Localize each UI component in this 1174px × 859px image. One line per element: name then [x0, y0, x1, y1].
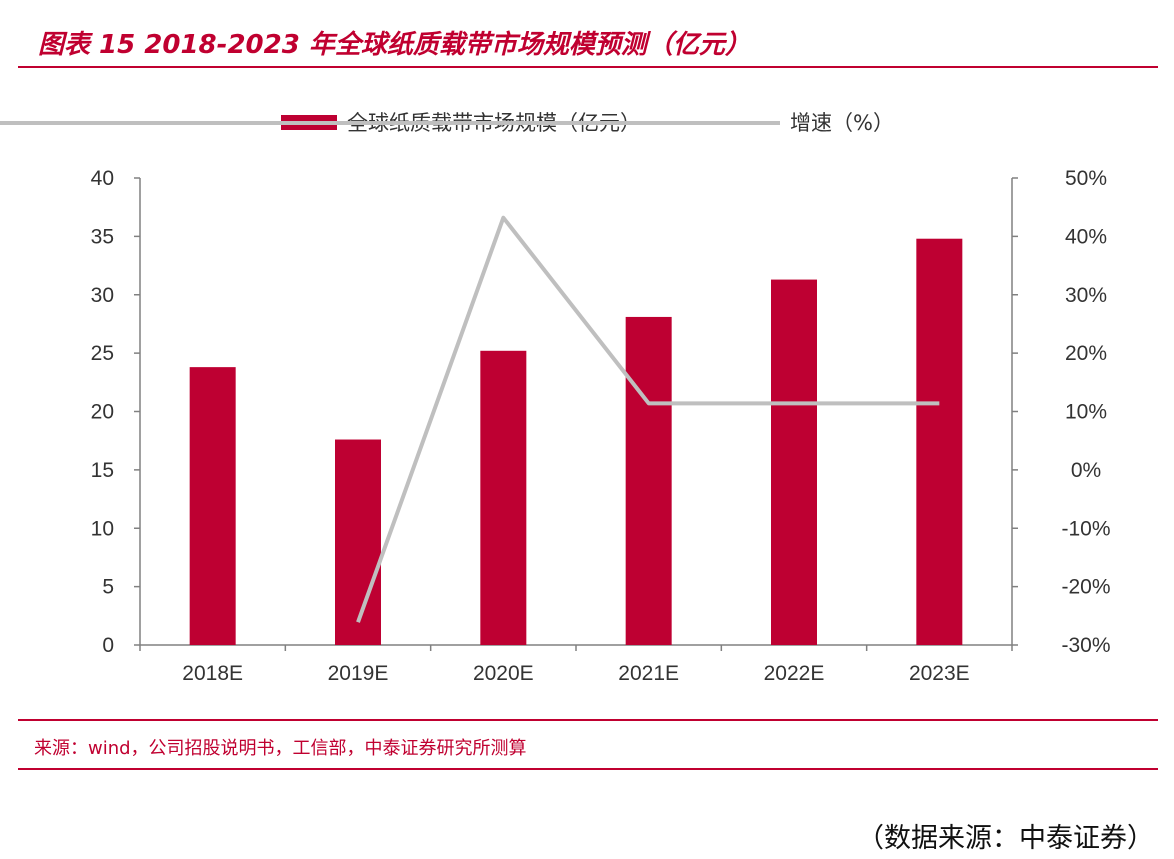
figure-title: 图表 15 2018-2023 年全球纸质载带市场规模预测（亿元）	[38, 30, 751, 60]
bars	[189, 238, 963, 645]
footer-source: （数据来源：中泰证券）	[857, 823, 1154, 854]
y2-tick-label: 40%	[1065, 225, 1107, 248]
bar	[771, 279, 817, 645]
x-tick-label: 2020E	[473, 662, 534, 685]
y-tick-label: 10	[91, 517, 114, 540]
y-tick-label: 0	[102, 634, 114, 657]
x-tick-label: 2022E	[764, 662, 825, 685]
y-tick-label: 35	[91, 225, 114, 248]
y-tick-label: 15	[91, 459, 114, 482]
bar	[916, 238, 963, 645]
source-rule-top	[18, 719, 1158, 721]
title-rule	[18, 66, 1158, 68]
y2-tick-label: -10%	[1061, 517, 1110, 540]
y-tick-label: 20	[91, 401, 114, 424]
y-tick-label: 40	[91, 167, 114, 190]
y2-tick-label: -30%	[1061, 634, 1110, 657]
axes	[134, 177, 1018, 651]
y2-tick-label: 30%	[1065, 284, 1107, 307]
y2-axis-labels: -30% -20% -10% 0% 10% 20% 30% 40% 50%	[1061, 167, 1110, 657]
y2-tick-label: 50%	[1065, 167, 1107, 190]
bar	[625, 316, 672, 645]
bar	[189, 367, 236, 645]
y2-tick-label: 20%	[1065, 342, 1107, 365]
x-tick-label: 2021E	[618, 662, 679, 685]
x-tick-label: 2019E	[328, 662, 389, 685]
growth-line	[356, 215, 940, 623]
x-tick-label: 2018E	[182, 662, 243, 685]
y2-tick-label: 10%	[1065, 401, 1107, 424]
y-tick-label: 5	[102, 576, 114, 599]
y-tick-label: 30	[91, 284, 114, 307]
legend-label-line: 增速（%）	[790, 111, 894, 135]
bar	[335, 439, 381, 645]
y-tick-label: 25	[91, 342, 114, 365]
legend: 全球纸质载带市场规模（亿元） 增速（%）	[0, 111, 894, 135]
source-rule-bottom	[18, 768, 1158, 770]
bar	[480, 350, 527, 645]
y-axis-labels: 0 5 10 15 20 25 30 35 40	[91, 167, 114, 657]
y2-tick-label: -20%	[1061, 576, 1110, 599]
x-axis-labels: 2018E 2019E 2020E 2021E 2022E 2023E	[182, 662, 969, 685]
source-note: 来源：wind，公司招股说明书，工信部，中泰证券研究所测算	[34, 738, 527, 759]
x-tick-label: 2023E	[909, 662, 970, 685]
y2-tick-label: 0%	[1071, 459, 1101, 482]
